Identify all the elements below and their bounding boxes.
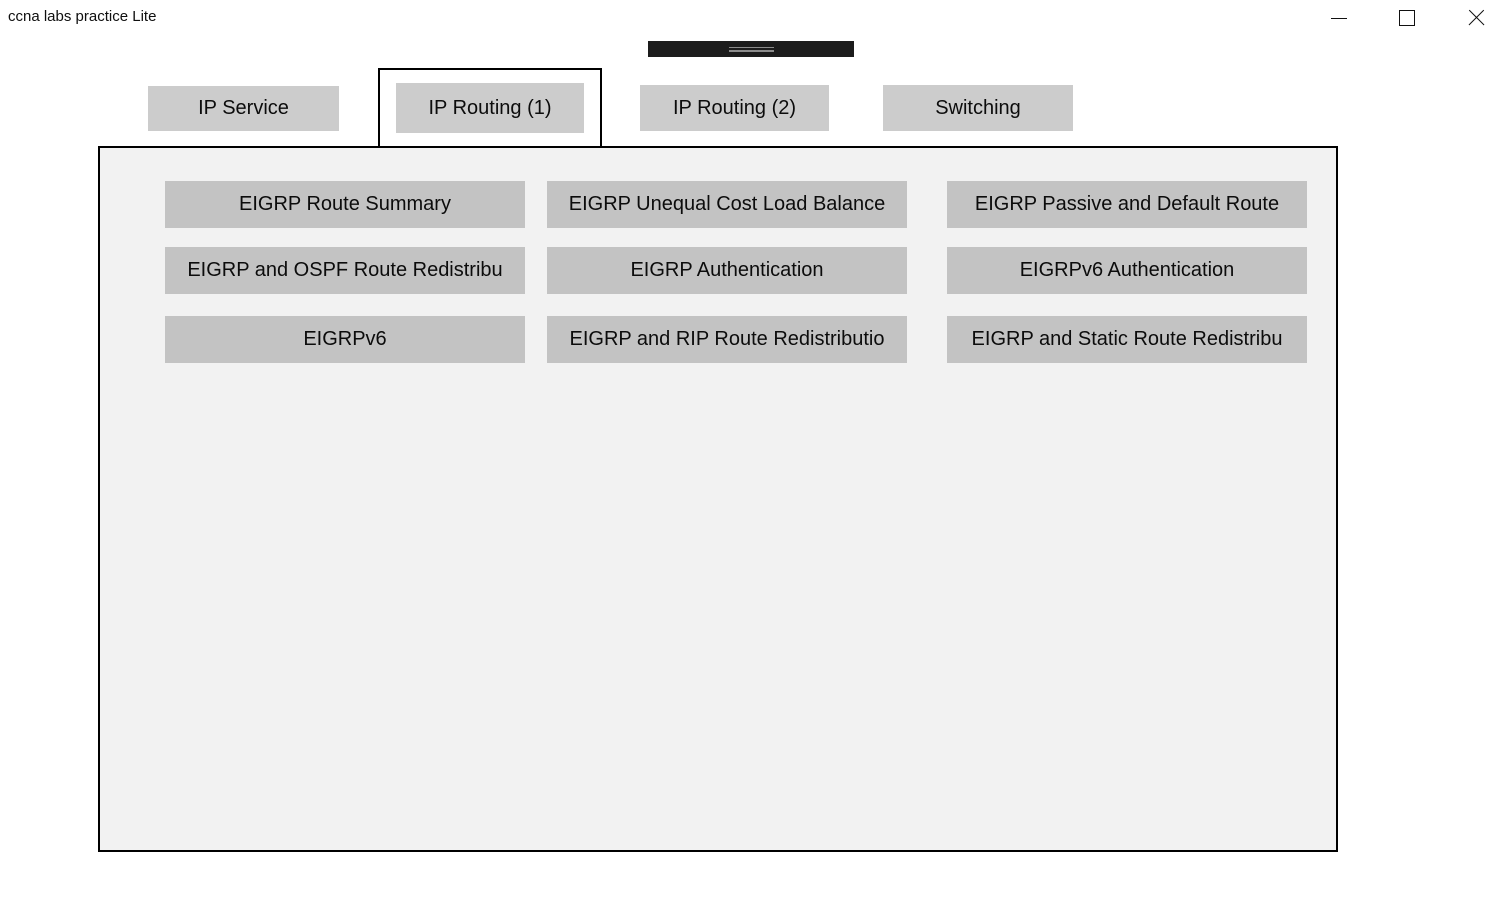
lab-button-eigrpv6[interactable]: EIGRPv6 <box>165 316 525 363</box>
tab-ip-routing-1[interactable]: IP Routing (1) <box>396 83 584 133</box>
lab-button-eigrp-unequal-cost-load-balance[interactable]: EIGRP Unequal Cost Load Balance <box>547 181 907 228</box>
top-drag-handle[interactable] <box>648 41 854 57</box>
lab-button-eigrp-passive-and-default-route[interactable]: EIGRP Passive and Default Route <box>947 181 1307 228</box>
grip-line-icon <box>728 46 774 48</box>
selected-tab-frame: IP Routing (1) <box>378 68 602 148</box>
minimize-button[interactable] <box>1316 0 1362 36</box>
maximize-button[interactable] <box>1384 0 1430 36</box>
tab-switching[interactable]: Switching <box>883 85 1073 131</box>
lab-button-eigrp-and-rip-route-redistribution[interactable]: EIGRP and RIP Route Redistributio <box>547 316 907 363</box>
grip-line-icon <box>728 50 774 52</box>
lab-button-eigrp-and-ospf-route-redistribution[interactable]: EIGRP and OSPF Route Redistribu <box>165 247 525 294</box>
lab-button-eigrp-and-static-route-redistribution[interactable]: EIGRP and Static Route Redistribu <box>947 316 1307 363</box>
minimize-icon <box>1331 18 1347 19</box>
tab-ip-service[interactable]: IP Service <box>148 86 339 131</box>
lab-button-eigrp-authentication[interactable]: EIGRP Authentication <box>547 247 907 294</box>
close-icon <box>1468 10 1485 27</box>
window-title: ccna labs practice Lite <box>8 8 157 25</box>
close-button[interactable] <box>1453 0 1499 36</box>
tab-ip-routing-2[interactable]: IP Routing (2) <box>640 85 829 131</box>
lab-button-eigrp-route-summary[interactable]: EIGRP Route Summary <box>165 181 525 228</box>
lab-panel: EIGRP Route Summary EIGRP Unequal Cost L… <box>98 146 1338 852</box>
lab-button-eigrpv6-authentication[interactable]: EIGRPv6 Authentication <box>947 247 1307 294</box>
maximize-icon <box>1399 10 1415 26</box>
